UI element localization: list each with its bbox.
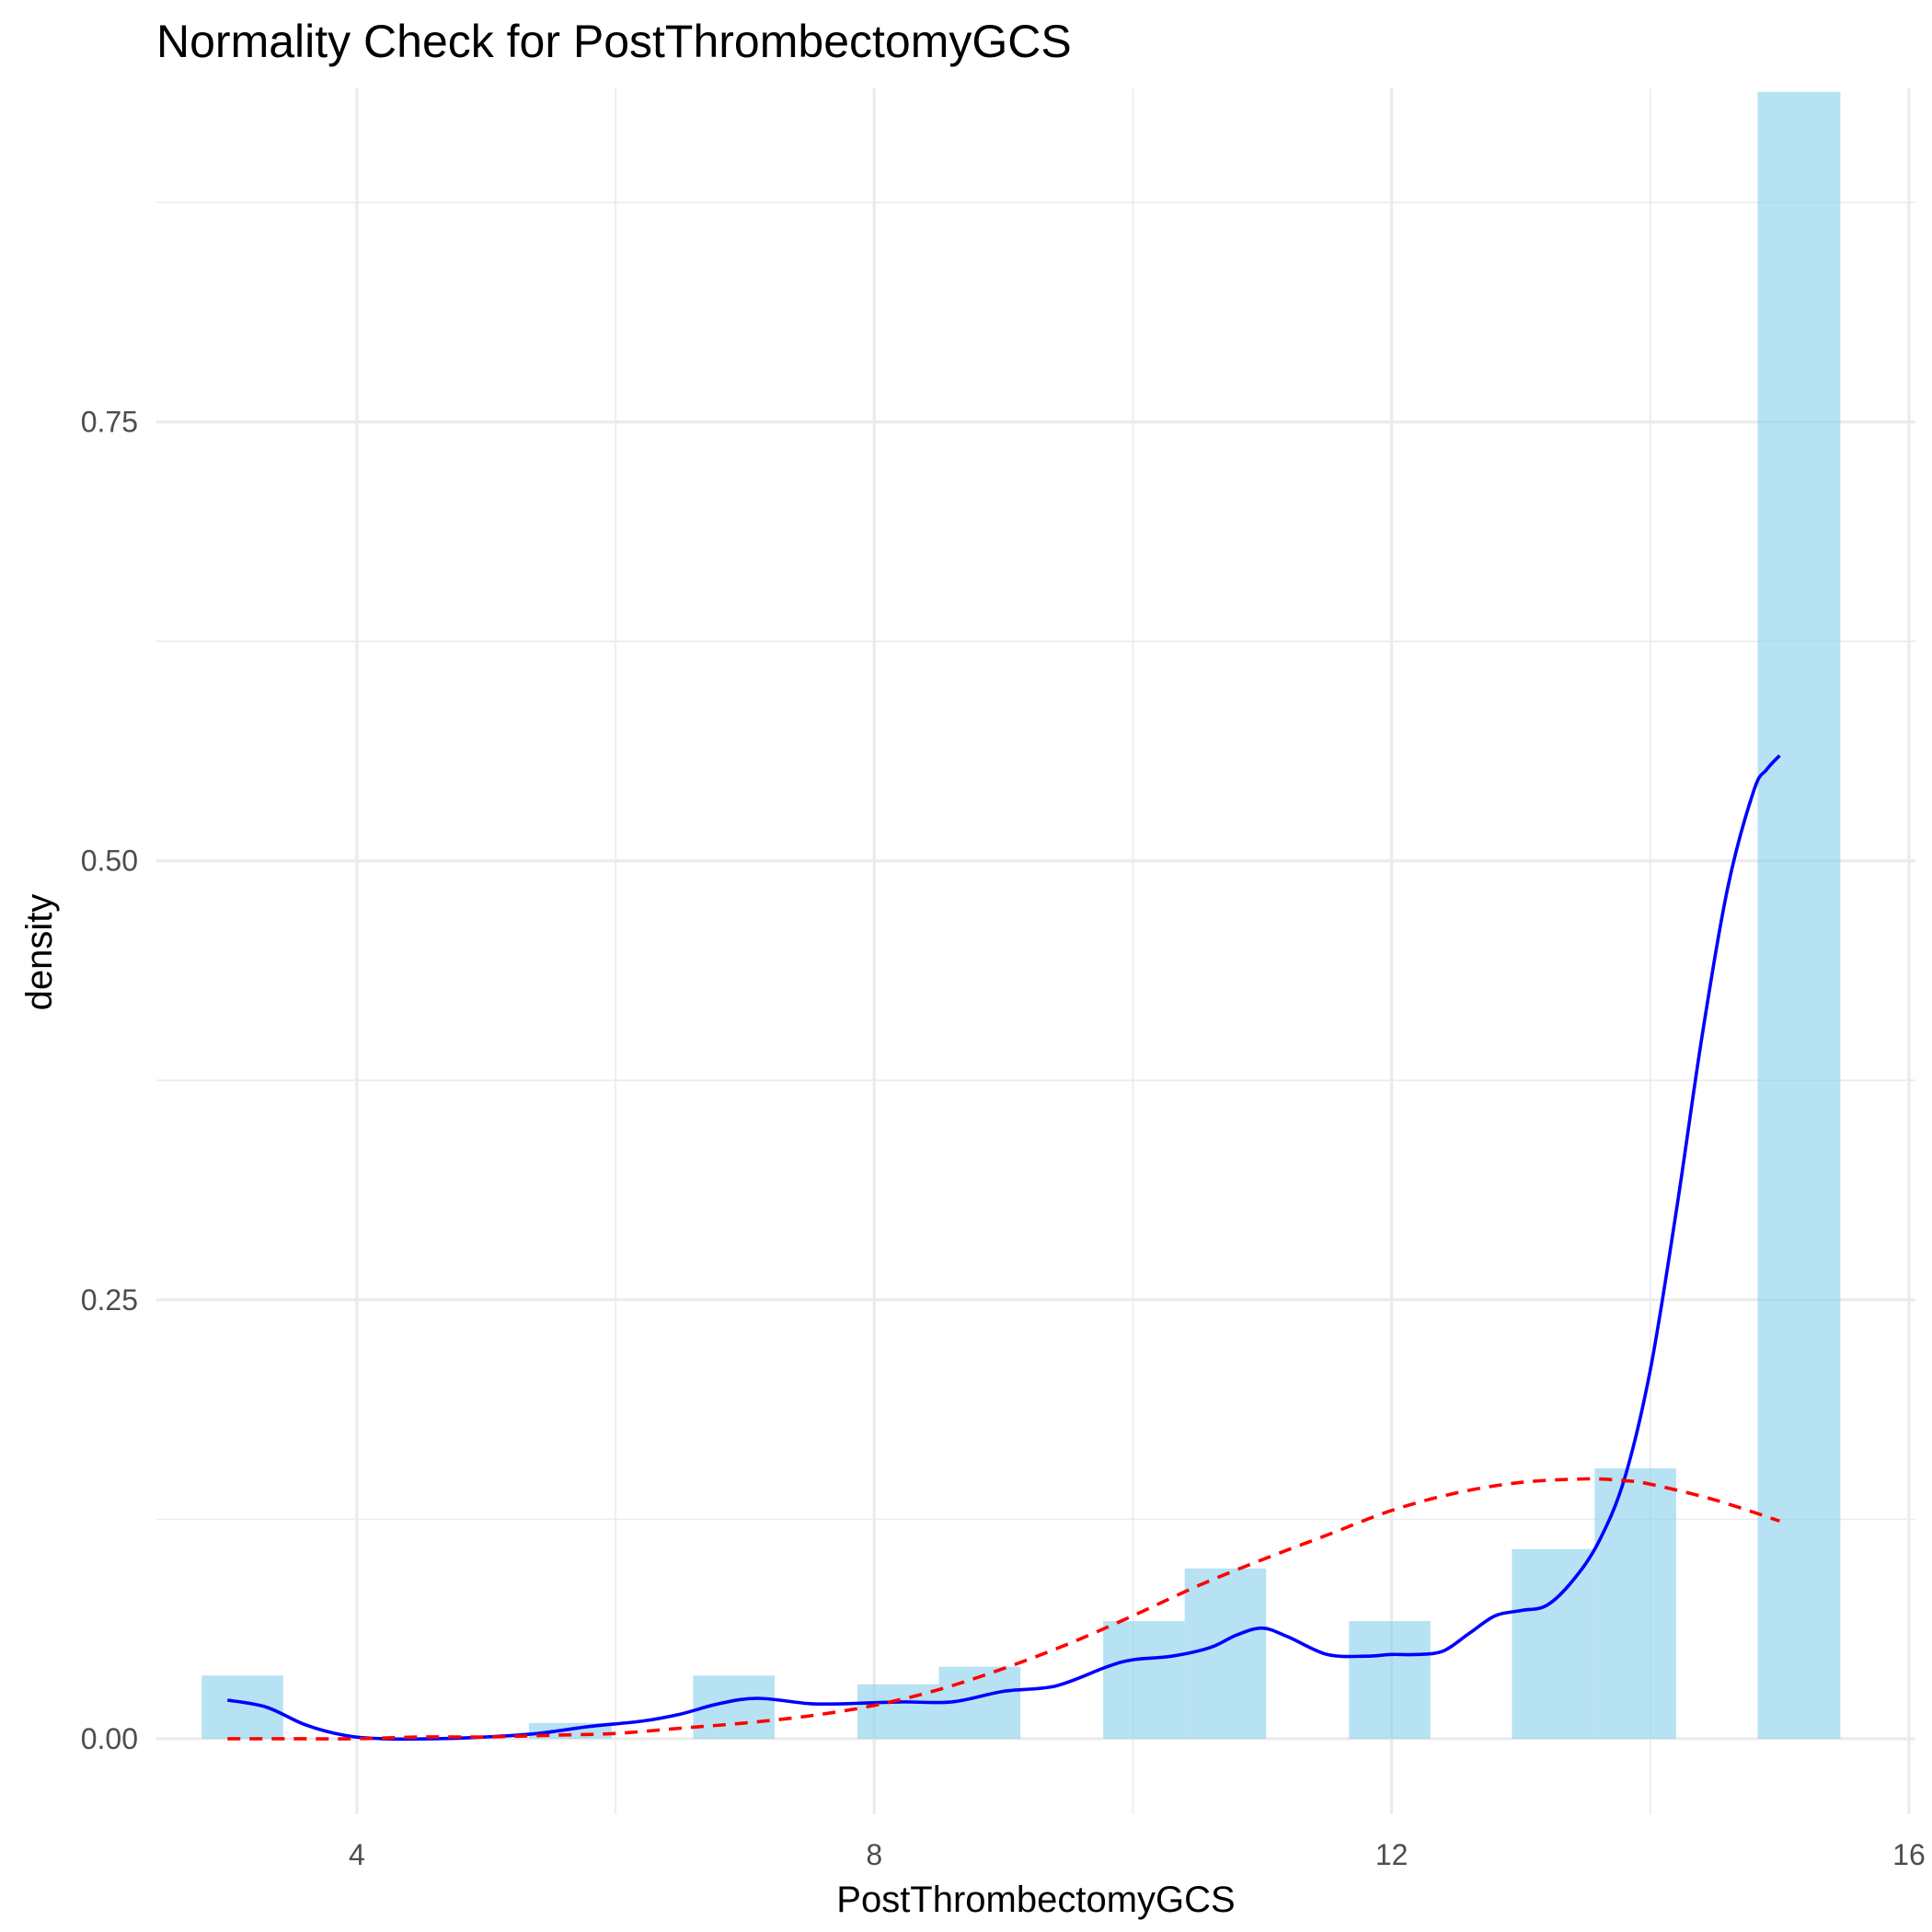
y-tick-label: 0.50 (81, 845, 138, 878)
x-axis-title: PostThrombectomyGCS (836, 1880, 1235, 1920)
histogram-bar (857, 1684, 939, 1739)
x-tick-label: 8 (866, 1838, 882, 1871)
density-lines (227, 753, 1781, 1742)
y-tick-label: 0.75 (81, 406, 138, 439)
kernel-density-line (227, 753, 1781, 1742)
histogram-bars (201, 91, 1841, 1739)
y-axis-title: density (19, 894, 60, 1011)
histogram-bar (1594, 1468, 1676, 1739)
chart-title: Normality Check for PostThrombectomyGCS (156, 16, 1072, 67)
histogram-bar (1757, 91, 1841, 1739)
x-tick-label: 12 (1375, 1838, 1409, 1871)
histogram-bar (1103, 1621, 1185, 1739)
histogram-bar (1184, 1568, 1267, 1739)
y-tick-label: 0.25 (81, 1283, 138, 1317)
y-tick-label: 0.00 (81, 1722, 138, 1755)
x-tick-label: 4 (349, 1838, 365, 1871)
x-tick-label: 16 (1892, 1838, 1926, 1871)
histogram-bar (1349, 1621, 1431, 1739)
tick-labels: 4 8 12 16 0.00 0.25 0.50 0.75 (81, 406, 1926, 1871)
histogram-bar (1512, 1548, 1595, 1739)
